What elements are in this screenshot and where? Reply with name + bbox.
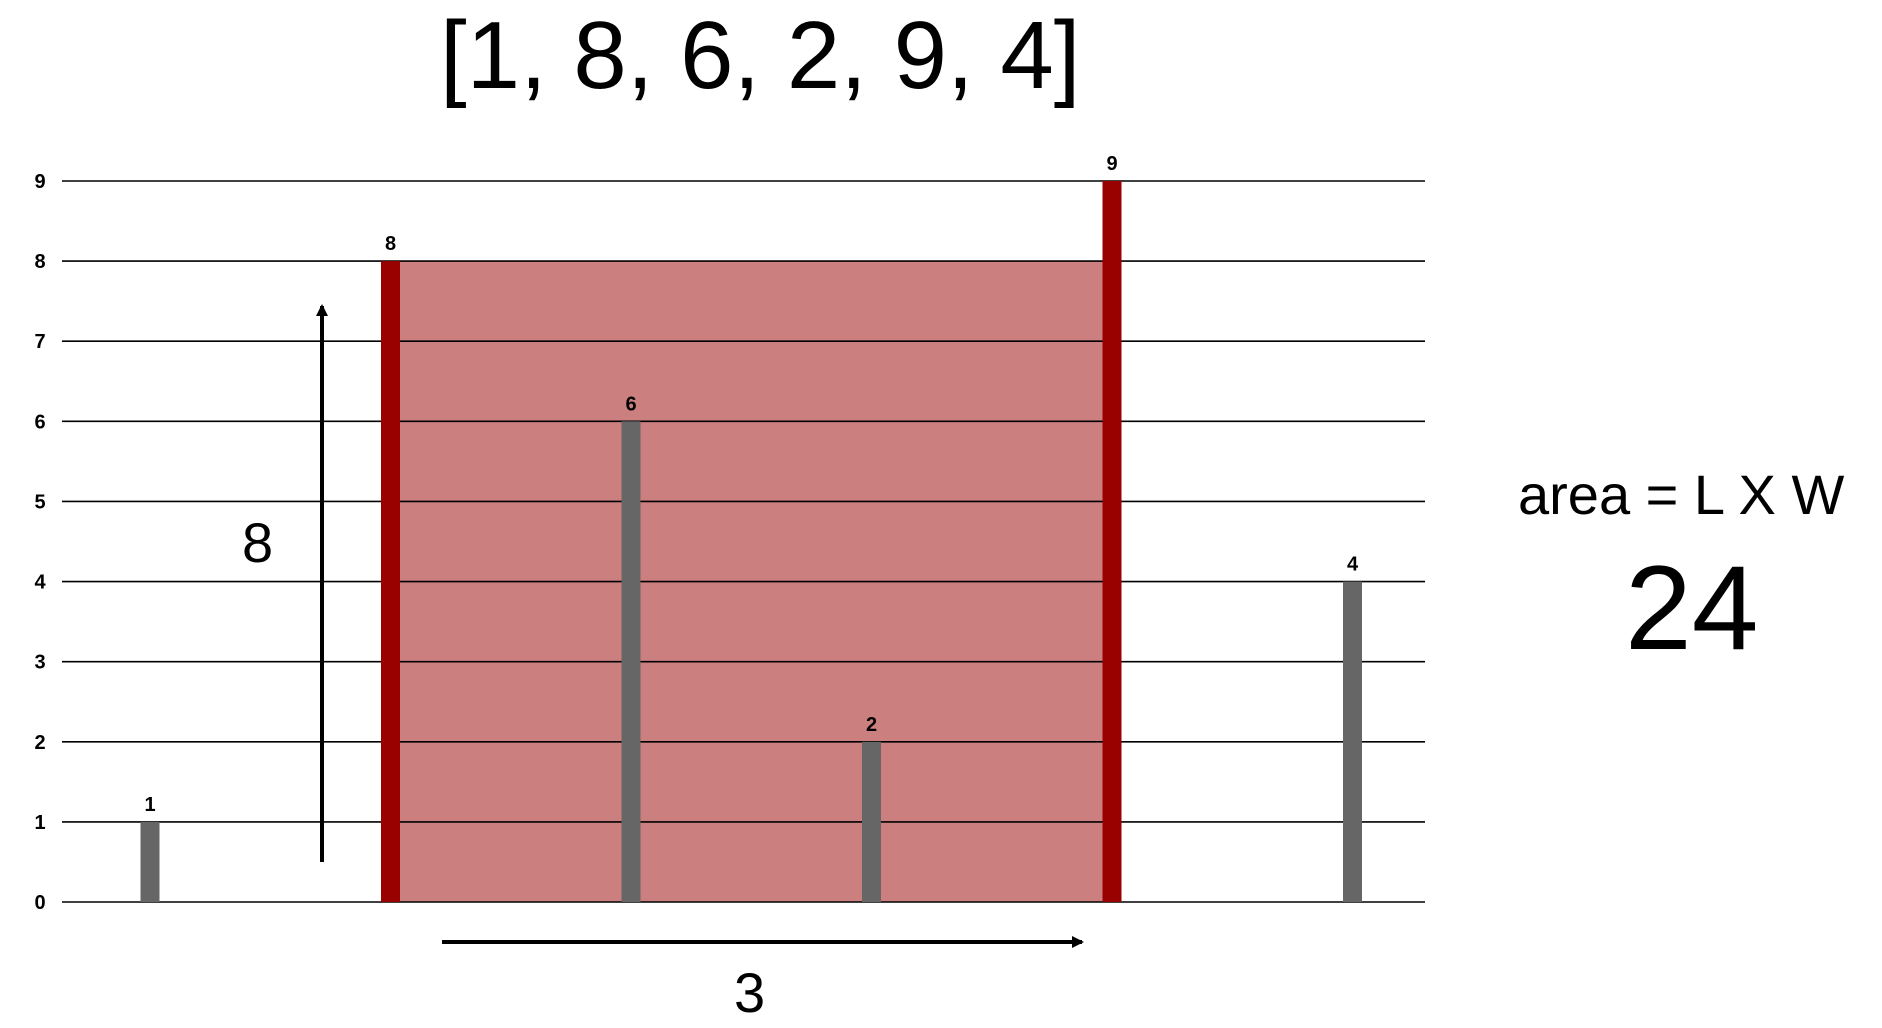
y-tick-label: 1 bbox=[34, 812, 45, 834]
y-tick-label: 2 bbox=[34, 732, 45, 754]
bar-value-label: 8 bbox=[385, 233, 396, 255]
bar-value-label: 6 bbox=[625, 393, 636, 415]
y-tick-label: 8 bbox=[34, 251, 45, 273]
y-tick-label: 5 bbox=[34, 491, 45, 513]
bar-value-label: 9 bbox=[1106, 153, 1117, 175]
y-tick-label: 7 bbox=[34, 331, 45, 353]
y-tick-label: 6 bbox=[34, 411, 45, 433]
bar bbox=[140, 821, 160, 902]
y-tick-label: 3 bbox=[34, 652, 45, 674]
area-value: 24 bbox=[1625, 541, 1759, 675]
highlighted-bar bbox=[381, 261, 400, 903]
y-tick-label: 4 bbox=[34, 572, 46, 594]
bar bbox=[1343, 581, 1362, 902]
area-formula: area = L X W bbox=[1518, 463, 1845, 526]
array-title: [1, 8, 6, 2, 9, 4] bbox=[440, 2, 1081, 109]
bar-value-label: 4 bbox=[1347, 554, 1359, 576]
y-tick-label: 0 bbox=[34, 892, 45, 914]
bar bbox=[862, 741, 881, 902]
bar-value-label: 2 bbox=[866, 714, 877, 736]
highlighted-bar bbox=[1102, 181, 1122, 902]
bar-value-label: 1 bbox=[144, 794, 155, 816]
y-tick-label: 9 bbox=[34, 171, 45, 193]
bar bbox=[621, 421, 641, 902]
height-label: 8 bbox=[242, 511, 274, 574]
width-label: 3 bbox=[734, 961, 766, 1024]
